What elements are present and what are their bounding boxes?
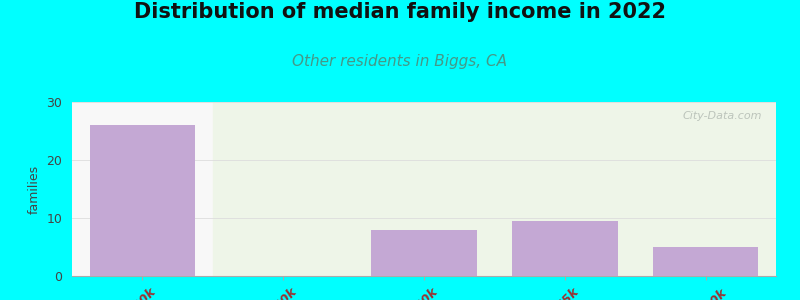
- Text: City-Data.com: City-Data.com: [682, 111, 762, 121]
- Bar: [90, 125, 195, 276]
- Bar: [213, 102, 776, 276]
- Bar: [653, 247, 758, 276]
- Text: Distribution of median family income in 2022: Distribution of median family income in …: [134, 2, 666, 22]
- Bar: [371, 230, 477, 276]
- Text: Other residents in Biggs, CA: Other residents in Biggs, CA: [293, 54, 507, 69]
- Bar: [512, 221, 618, 276]
- Y-axis label: families: families: [28, 164, 41, 214]
